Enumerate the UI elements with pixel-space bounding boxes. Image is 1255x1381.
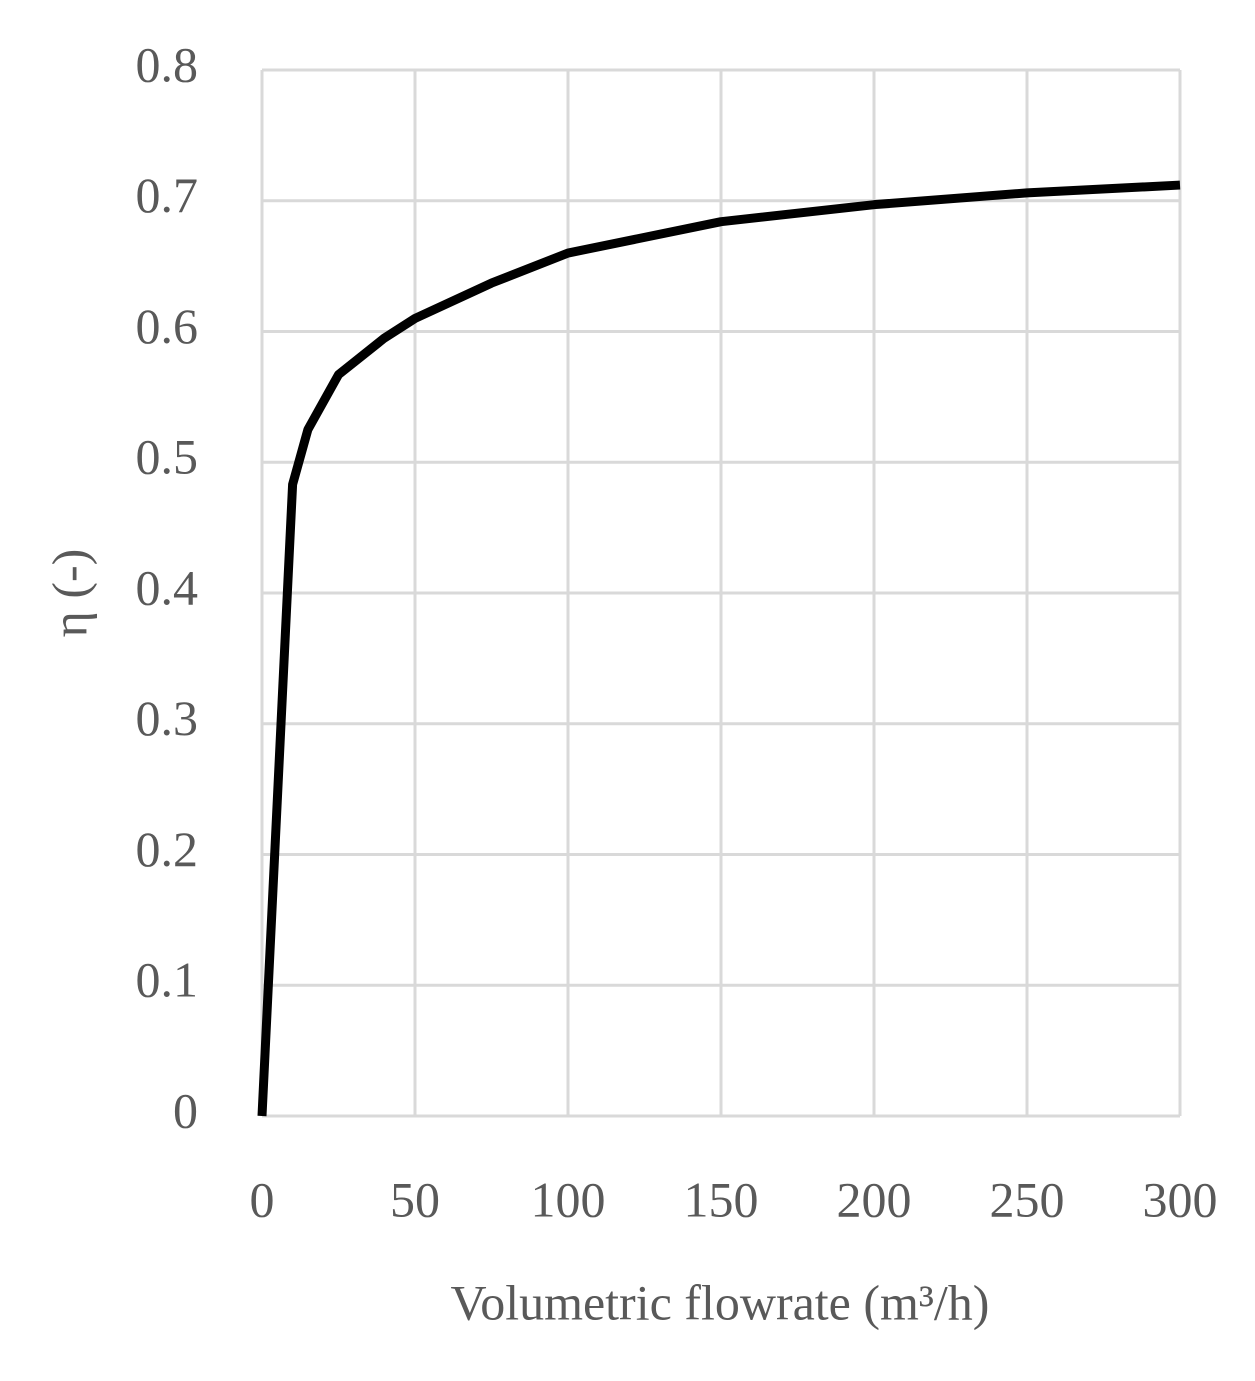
y-tick-label: 0.5 [136,429,199,485]
line [257,180,1181,1117]
x-tick-label: 200 [837,1171,912,1227]
y-tick-label: 0 [173,1082,198,1138]
y-tick-label: 0.4 [136,559,199,615]
x-tick-label: 0 [250,1171,275,1227]
y-tick-label: 0.2 [136,821,199,877]
y-tick-label: 0.7 [136,167,199,223]
y-tick-label: 0.1 [136,952,199,1008]
y-tick-label: 0.6 [136,298,199,354]
x-tick-label: 300 [1143,1171,1218,1227]
x-tick-label: 100 [531,1171,606,1227]
x-tick-label: 250 [990,1171,1065,1227]
y-tick-label: 0.8 [136,36,199,92]
x-tick-label: 50 [390,1171,440,1227]
y-tick-label: 0.3 [136,690,199,746]
x-tick-label: 150 [684,1171,759,1227]
y-axis-label: η (-) [41,549,97,638]
x-axis-label: Volumetric flowrate (m³/h) [451,1274,990,1330]
